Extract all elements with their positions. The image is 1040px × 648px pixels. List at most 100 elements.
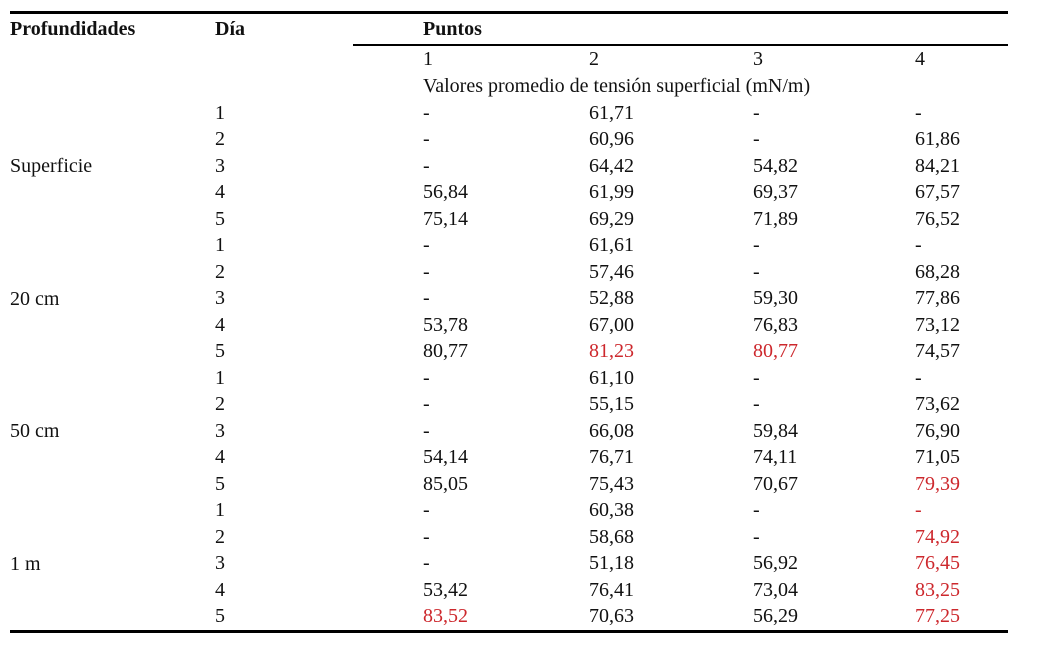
point-column-label: 2 bbox=[589, 48, 599, 70]
value-cell: 58,68 bbox=[589, 525, 634, 548]
day-cell: 2 bbox=[215, 128, 225, 151]
value-cell: 67,00 bbox=[589, 313, 634, 336]
value-cell: - bbox=[753, 101, 760, 124]
value-cell: 70,63 bbox=[589, 605, 634, 628]
day-cell: 3 bbox=[215, 552, 225, 575]
value-cell: 76,52 bbox=[915, 207, 960, 230]
value-cell: 74,57 bbox=[915, 340, 960, 363]
value-cell: 83,52 bbox=[423, 605, 468, 628]
value-cell: 71,89 bbox=[753, 207, 798, 230]
value-cell: 56,29 bbox=[753, 605, 798, 628]
depth-label: 20 cm bbox=[10, 287, 60, 310]
value-cell: 73,12 bbox=[915, 313, 960, 336]
empty-cell bbox=[10, 73, 215, 100]
value-cell: 61,86 bbox=[915, 128, 960, 151]
value-cell: 59,30 bbox=[753, 287, 798, 310]
header-row: Profundidades Día Puntos bbox=[10, 14, 1008, 46]
day-cell: 3 bbox=[215, 419, 225, 442]
value-cell: - bbox=[915, 234, 922, 257]
value-cell: 69,37 bbox=[753, 181, 798, 204]
day-cell: 5 bbox=[215, 207, 225, 230]
value-cell: 53,42 bbox=[423, 578, 468, 601]
value-cell: 79,39 bbox=[915, 472, 960, 495]
value-cell: 56,92 bbox=[753, 552, 798, 575]
value-cell: 77,86 bbox=[915, 287, 960, 310]
day-cell: 4 bbox=[215, 446, 225, 469]
table-row: 4 56,84 61,99 69,37 67,57 bbox=[10, 180, 1008, 207]
value-cell: 70,67 bbox=[753, 472, 798, 495]
table-row: 50 cm 1 - 61,10 - - bbox=[10, 365, 1008, 442]
surface-tension-table: Profundidades Día Puntos 1 2 3 4 Valores… bbox=[10, 14, 1008, 630]
day-cell: 4 bbox=[215, 181, 225, 204]
column-header-dia: Día bbox=[215, 18, 245, 40]
depth-label: Superficie bbox=[10, 155, 93, 177]
value-cell: 85,05 bbox=[423, 472, 468, 495]
column-header-puntos: Puntos bbox=[423, 18, 482, 40]
empty-cell bbox=[215, 46, 423, 73]
value-cell: 76,90 bbox=[915, 419, 960, 442]
value-cell: 61,10 bbox=[589, 366, 634, 389]
day-cell: 2 bbox=[215, 525, 225, 548]
value-cell: 64,42 bbox=[589, 154, 634, 177]
value-cell: 81,23 bbox=[589, 340, 634, 363]
value-cell: 74,92 bbox=[915, 525, 960, 548]
value-cell: - bbox=[423, 552, 430, 575]
value-cell: - bbox=[423, 525, 430, 548]
value-cell: 76,71 bbox=[589, 446, 634, 469]
day-cell: 1 bbox=[215, 366, 225, 389]
table-row: 5 75,14 69,29 71,89 76,52 bbox=[10, 206, 1008, 233]
value-cell: 83,25 bbox=[915, 578, 960, 601]
value-cell: 66,08 bbox=[589, 419, 634, 442]
table-row: 2 - 55,15 - 73,62 bbox=[10, 392, 1008, 419]
subtitle-row: Valores promedio de tensión superficial … bbox=[10, 73, 1008, 100]
table-top-rule bbox=[10, 11, 1008, 14]
value-cell: 59,84 bbox=[753, 419, 798, 442]
value-cell: 52,88 bbox=[589, 287, 634, 310]
value-cell: 56,84 bbox=[423, 181, 468, 204]
table-row: 3 - 52,88 59,30 77,86 bbox=[10, 286, 1008, 313]
table-row: 4 54,14 76,71 74,11 71,05 bbox=[10, 445, 1008, 472]
puntos-underline-rule bbox=[353, 44, 1008, 46]
value-cell: 76,45 bbox=[915, 552, 960, 575]
table-row: 3 - 66,08 59,84 76,90 bbox=[10, 418, 1008, 445]
table-row: 2 - 57,46 - 68,28 bbox=[10, 259, 1008, 286]
value-cell: 54,14 bbox=[423, 446, 468, 469]
value-cell: 61,71 bbox=[589, 101, 634, 124]
value-cell: - bbox=[423, 366, 430, 389]
depth-label: 1 m bbox=[10, 552, 41, 575]
value-cell: - bbox=[753, 393, 760, 416]
table-row: 2 - 60,96 - 61,86 bbox=[10, 127, 1008, 154]
table-bottom-rule bbox=[10, 630, 1008, 633]
value-cell: 80,77 bbox=[753, 340, 798, 363]
value-cell: - bbox=[753, 260, 760, 283]
value-cell: 57,46 bbox=[589, 260, 634, 283]
day-cell: 5 bbox=[215, 340, 225, 363]
value-cell: 76,83 bbox=[753, 313, 798, 336]
day-cell: 4 bbox=[215, 578, 225, 601]
value-cell: - bbox=[753, 525, 760, 548]
table-row: 4 53,78 67,00 76,83 73,12 bbox=[10, 312, 1008, 339]
value-cell: 74,11 bbox=[753, 446, 798, 469]
value-cell: 55,15 bbox=[589, 393, 634, 416]
value-cell: 75,14 bbox=[423, 207, 468, 230]
day-cell: 2 bbox=[215, 393, 225, 416]
point-column-label: 3 bbox=[753, 48, 763, 70]
empty-cell bbox=[10, 46, 215, 73]
value-cell: 51,18 bbox=[589, 552, 634, 575]
value-cell: - bbox=[423, 287, 430, 310]
value-cell: 77,25 bbox=[915, 605, 960, 628]
day-cell: 5 bbox=[215, 472, 225, 495]
value-cell: 73,62 bbox=[915, 393, 960, 416]
day-cell: 2 bbox=[215, 260, 225, 283]
value-cell: - bbox=[423, 234, 430, 257]
value-cell: - bbox=[423, 260, 430, 283]
value-cell: - bbox=[753, 234, 760, 257]
depth-label: 50 cm bbox=[10, 420, 60, 442]
value-cell: - bbox=[915, 366, 922, 389]
value-cell: - bbox=[423, 419, 430, 442]
table-row: 2 - 58,68 - 74,92 bbox=[10, 524, 1008, 551]
day-cell: 5 bbox=[215, 605, 225, 628]
value-cell: - bbox=[423, 393, 430, 416]
table-row: 3 - 64,42 54,82 84,21 bbox=[10, 153, 1008, 180]
value-cell: 67,57 bbox=[915, 181, 960, 204]
